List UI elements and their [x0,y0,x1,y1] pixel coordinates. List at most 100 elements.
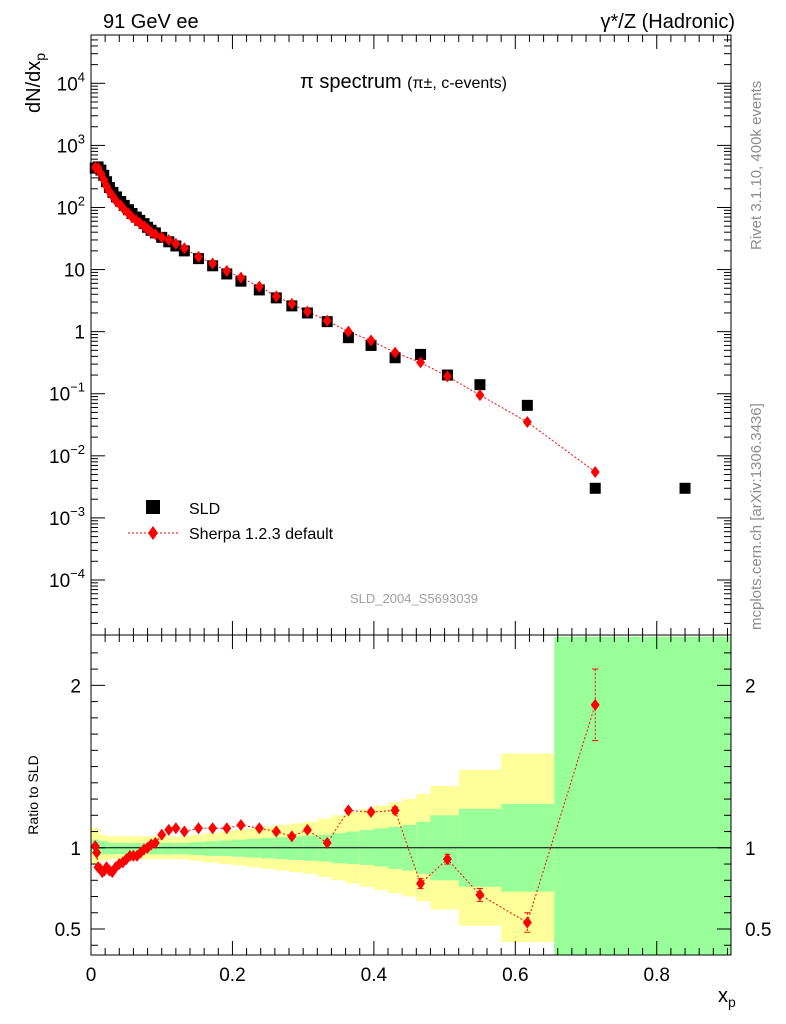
sherpa-point [442,370,452,383]
legend-sherpa-marker [148,526,158,540]
bottom-axis-ticks: 0 0.2 0.4 0.6 0.8 0.5 0.5 1 1 2 2 [55,635,771,986]
ratio-point [208,822,218,835]
ratio-point [416,877,426,890]
y-tick-label-ratio: 1 [70,839,81,860]
y-tick-label-exp: −3 [70,504,85,519]
sherpa-point [157,231,167,244]
band-inner-bin [147,842,162,855]
ratio-plot-frame [90,634,732,956]
ratio-point [193,822,203,835]
y-axis-label-top: dN/dxp [23,53,48,113]
ratio-point [522,916,532,929]
sherpa-point [287,297,297,310]
ratio-point [390,804,400,817]
ratio-series [90,668,600,933]
y-tick-label-base: 10 [49,571,70,592]
ratio-point [179,825,189,838]
ratio-point [92,846,102,859]
process-label: γ*/Z (Hadronic) [601,11,735,33]
y-tick-label-exp: −2 [70,442,85,457]
y-tick-label-base: 1 [74,323,85,344]
y-tick-label-base: 10 [49,385,70,406]
band-inner-bin [119,842,134,855]
top-plot-frame [90,34,732,636]
sherpa-point [366,334,376,347]
sherpa-point [171,237,181,250]
y-tick-label-top: 10−1 [49,380,85,406]
x-tick-label: 0.8 [644,965,670,986]
y-tick-label-top: 10−3 [49,504,85,530]
y-tick-label-top: 104 [57,69,85,95]
ratio-point [475,888,485,901]
analysis-watermark: SLD_2004_S5693039 [350,591,478,606]
sherpa-point [302,305,312,318]
sld-point [415,348,427,360]
y-axis-label-sub: p [32,53,48,61]
ratio-uncertainty-bands [91,636,731,955]
sherpa-point [236,271,246,284]
y-tick-label-top: 10 [64,261,85,282]
mcplots-label: mcplots.cern.ch [arXiv:1306.3436] [748,403,765,630]
ratio-point [366,806,376,819]
x-axis-label-sub: p [728,994,736,1010]
x-tick-label: 0.6 [502,965,528,986]
sld-point [589,482,601,494]
y-tick-label-ratio: 2 [70,676,81,697]
ratio-point [343,804,353,817]
sherpa-point [416,356,426,369]
y-tick-label-base: 10 [57,74,78,95]
sld-point [679,482,691,494]
ratio-point [271,825,281,838]
sherpa-point [179,242,189,255]
sherpa-point [222,264,232,277]
ratio-point [302,823,312,836]
legend-sld-marker [146,500,160,514]
sherpa-point [208,257,218,270]
band-inner-bin [161,842,176,855]
y-tick-label-base: 10 [49,447,70,468]
plot-title-main: π spectrum [300,71,402,93]
y-tick-label-exp: −4 [70,566,85,581]
sherpa-point [254,280,264,293]
sherpa-point [522,416,532,429]
sherpa-point [390,346,400,359]
legend: SLD Sherpa 1.2.3 default [128,500,334,543]
y-tick-label-top: 1 [74,323,85,344]
ratio-point [442,853,452,866]
plot-title-sub: (π±, c-events) [407,75,507,92]
y-tick-label-top: 102 [57,193,85,219]
ratio-point [236,819,246,832]
ratio-point [322,836,332,849]
legend-sld-label: SLD [189,501,220,518]
energy-label: 91 GeV ee [103,11,199,33]
y-tick-label-base: 10 [49,509,70,530]
x-tick-label: 0.2 [219,965,245,986]
sherpa-point [164,233,174,246]
legend-sherpa-label: Sherpa 1.2.3 default [189,526,334,543]
ratio-point [171,822,181,835]
y-tick-label-ratio: 0.5 [55,920,81,941]
sld-point [474,379,486,391]
y-tick-label-ratio-right: 0.5 [745,920,771,941]
ratio-point [150,836,160,849]
ratio-point [157,828,167,841]
y-tick-label-base: 10 [57,198,78,219]
sherpa-point [590,465,600,478]
ratio-point [287,830,297,843]
ratio-point [164,823,174,836]
y-tick-label-exp: 3 [78,131,85,146]
y-tick-label-ratio-right: 2 [745,676,756,697]
y-axis-label-main: dN/dx [23,61,45,113]
y-tick-label-exp: −1 [70,380,85,395]
band-inner-bin [107,842,120,855]
y-tick-label-base: 10 [57,136,78,157]
ratio-point [222,822,232,835]
x-tick-label: 0.4 [361,965,388,986]
sherpa-point [475,389,485,402]
sld-point [342,332,354,344]
band-inner-bin [204,841,219,856]
x-tick-label: 0 [86,965,97,986]
y-tick-label-ratio-right: 1 [745,839,756,860]
